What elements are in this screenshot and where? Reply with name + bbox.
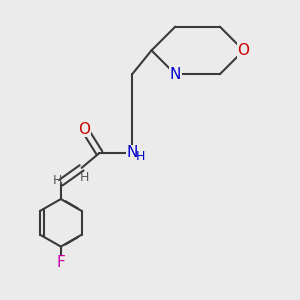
Text: N: N <box>127 146 138 160</box>
Text: F: F <box>56 255 65 270</box>
Text: H: H <box>53 174 62 187</box>
Text: H: H <box>80 171 89 184</box>
Text: O: O <box>79 122 91 137</box>
Text: N: N <box>169 67 181 82</box>
Text: H: H <box>136 150 145 163</box>
Text: O: O <box>238 43 250 58</box>
